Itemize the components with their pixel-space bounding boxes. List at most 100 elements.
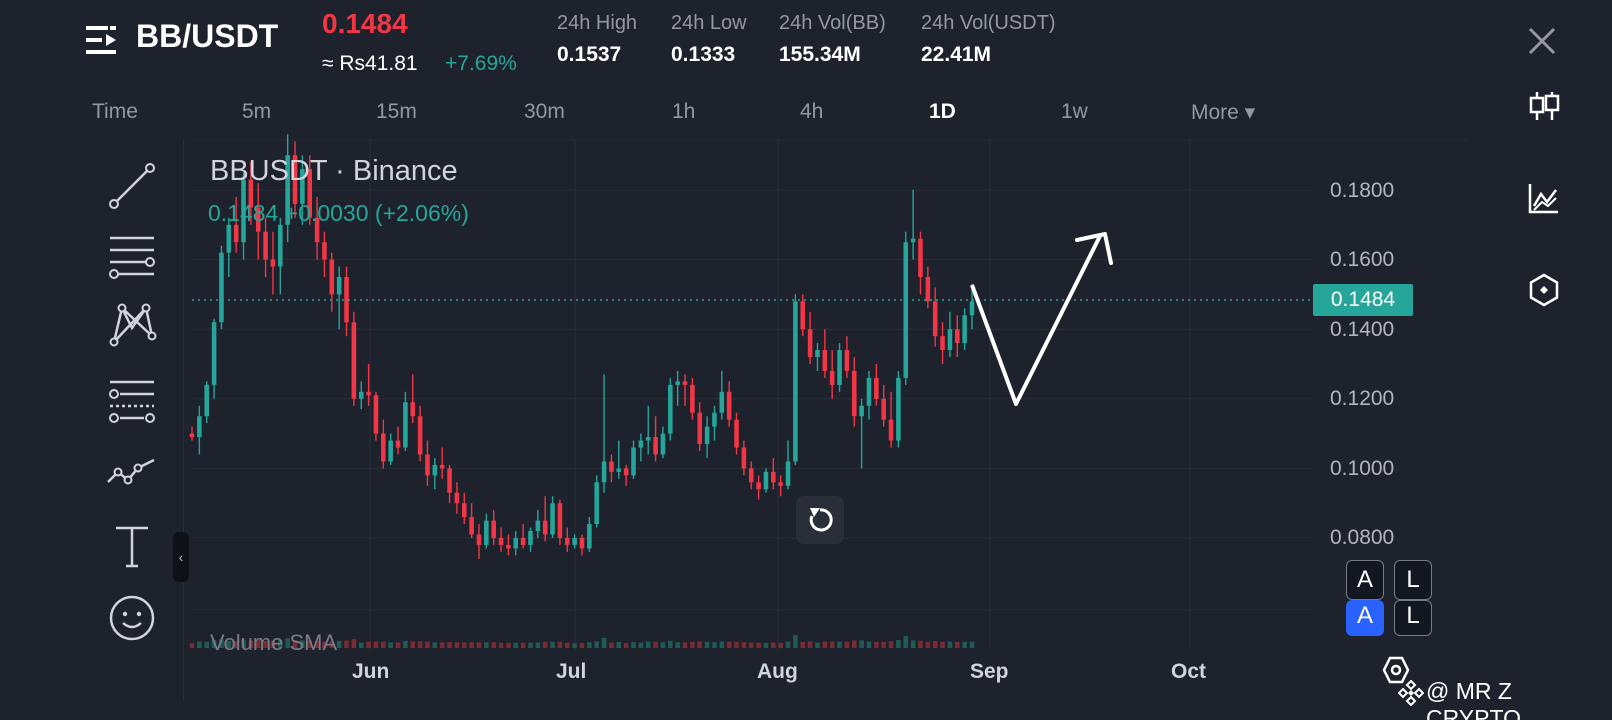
candle-body: [851, 370, 857, 417]
candle-body: [888, 419, 894, 441]
candle-body: [719, 391, 725, 413]
volume-bar: [969, 641, 975, 648]
stat-value: 155.34M: [779, 43, 861, 66]
price-tick: 0.1600: [1330, 248, 1395, 271]
candle-body: [498, 538, 504, 545]
pair-title[interactable]: BB/USDT: [136, 18, 279, 54]
volume-bar: [881, 641, 886, 648]
tab-time[interactable]: Time: [92, 100, 138, 123]
volume-bar: [366, 641, 371, 648]
candle-body: [189, 433, 195, 438]
drawing-toolbar: [80, 140, 184, 700]
tab-4h[interactable]: 4h: [800, 100, 824, 123]
volume-bar: [719, 641, 725, 648]
candle-body: [844, 350, 850, 371]
horizontal-lines-icon[interactable]: [106, 232, 158, 284]
candle-body: [557, 503, 563, 538]
tab-5m[interactable]: 5m: [242, 100, 272, 123]
trend-line-icon[interactable]: [106, 160, 158, 212]
candle-body: [248, 179, 254, 208]
volume-bar: [189, 643, 195, 648]
candle-body: [270, 259, 276, 267]
volume-bar: [557, 641, 563, 648]
volume-bar: [704, 641, 710, 648]
candles: [189, 134, 975, 559]
candle-body: [344, 277, 349, 323]
volume-bar: [601, 637, 607, 648]
tab-1h[interactable]: 1h: [672, 100, 696, 123]
log-scale-button[interactable]: L: [1394, 560, 1432, 600]
candle-body: [653, 437, 658, 455]
tab-30m[interactable]: 30m: [524, 100, 565, 123]
volume-bar: [888, 641, 894, 648]
volume-bar: [432, 642, 438, 648]
projection-arrow: [970, 235, 1102, 406]
settings-hex-icon[interactable]: [1526, 272, 1562, 308]
volume-bar: [439, 642, 445, 648]
volume-bar: [940, 641, 945, 648]
stat-label: 24h Vol(BB): [779, 12, 886, 34]
volume-bar: [925, 641, 931, 648]
tab-1d[interactable]: 1D: [929, 100, 956, 123]
candle-body: [616, 468, 622, 472]
menu-icon[interactable]: [86, 24, 120, 56]
candle-body: [962, 315, 967, 344]
volume-bar: [417, 641, 423, 648]
candle-body: [233, 224, 239, 243]
volume-bar: [829, 641, 835, 648]
volume-bar: [594, 641, 599, 648]
volume-bar: [565, 642, 570, 648]
volume-bar: [645, 641, 651, 648]
text-tool-icon[interactable]: [106, 522, 158, 574]
volume-bar: [307, 640, 313, 648]
volume-bar: [535, 642, 541, 648]
indicators-icon[interactable]: [1526, 180, 1562, 216]
tab-more[interactable]: More ▾: [1191, 101, 1256, 124]
stat-24h-high: 24h High 0.1537: [557, 12, 637, 67]
volume-bar: [807, 641, 813, 648]
tab-1w[interactable]: 1w: [1061, 100, 1088, 123]
collapse-toolbar-button[interactable]: ‹: [173, 532, 189, 582]
last-price: 0.1484: [322, 8, 408, 39]
auto-scale-button[interactable]: A: [1346, 560, 1384, 600]
watermark: @ MR Z CRYPTO: [1426, 678, 1522, 720]
candle-body: [410, 402, 416, 417]
price-tick: 0.1000: [1330, 457, 1395, 480]
candle-body: [535, 520, 541, 532]
candle-body: [542, 520, 548, 535]
close-icon[interactable]: [1528, 27, 1556, 55]
log-scale-volume-button[interactable]: L: [1394, 600, 1432, 636]
volume-bar: [476, 642, 482, 648]
volume-bar: [197, 641, 202, 648]
candle-body: [292, 155, 298, 204]
candlestick-icon[interactable]: [1526, 88, 1562, 124]
volume-bar: [292, 640, 298, 648]
volume-bar: [410, 641, 416, 648]
volume-bar: [955, 641, 960, 648]
candle-body: [748, 468, 754, 483]
stat-24h-vol-usdt: 24h Vol(USDT) 22.41M: [921, 12, 1056, 67]
candle-body: [623, 468, 629, 476]
pattern-icon[interactable]: [106, 300, 158, 352]
volume-bar: [395, 642, 401, 648]
emoji-icon[interactable]: [106, 592, 158, 644]
volume-bar: [351, 639, 357, 648]
price-tick: 0.1800: [1330, 179, 1395, 202]
reset-chart-button[interactable]: [796, 496, 844, 544]
auto-scale-volume-button[interactable]: A: [1346, 600, 1384, 636]
candle-body: [351, 322, 357, 399]
binance-logo-icon: [1398, 680, 1424, 706]
path-icon[interactable]: [106, 448, 158, 500]
volume-bar: [263, 640, 268, 648]
candle-body: [932, 301, 938, 337]
volume-bar: [447, 642, 452, 648]
tab-15m[interactable]: 15m: [376, 100, 417, 123]
volume-bar: [226, 640, 232, 648]
volume-bar: [314, 640, 320, 648]
fib-retracement-icon[interactable]: [106, 378, 158, 430]
candle-body: [432, 464, 438, 476]
volume-bar: [771, 642, 776, 648]
volume-bar: [373, 641, 379, 648]
candle-body: [278, 224, 283, 267]
